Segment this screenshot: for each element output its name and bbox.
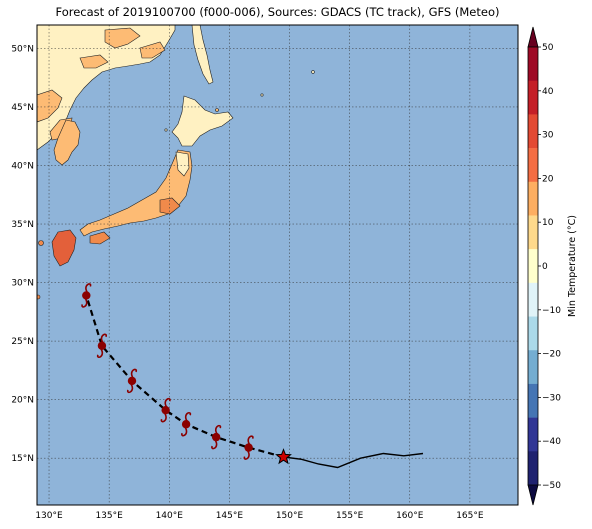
cyclone-symbol-icon <box>126 368 138 394</box>
land-hokkaido <box>171 95 234 147</box>
map-title: Forecast of 2019100700 (f000-006), Sourc… <box>55 5 500 19</box>
colorbar-tick-label: −40 <box>542 437 561 447</box>
colorbar-over-arrow <box>527 26 539 48</box>
y-tick-label: 40°N <box>11 161 34 171</box>
past-track-line <box>283 452 424 469</box>
colorbar-segment <box>528 215 538 250</box>
colorbar-segment <box>528 350 538 385</box>
colorbar-segment <box>528 80 538 115</box>
forecast-symbols <box>81 283 254 460</box>
land-kanto <box>159 197 181 215</box>
land-korea <box>53 119 81 166</box>
cyclone-symbol-icon <box>243 435 254 460</box>
x-tick-label: 140°E <box>156 511 184 521</box>
x-tick-label: 155°E <box>336 511 364 521</box>
y-tick-label: 45°N <box>11 103 34 113</box>
colorbar-segment <box>528 114 538 149</box>
forecast-track-line <box>85 295 284 459</box>
colorbar-under-arrow <box>527 484 539 506</box>
colorbar-segment <box>528 417 538 452</box>
colorbar-tick-label: 20 <box>542 174 554 184</box>
land-islet <box>311 70 315 74</box>
y-tick-label: 50°N <box>11 44 34 54</box>
x-tick-label: 150°E <box>276 511 304 521</box>
land-islet <box>38 240 44 246</box>
colorbar-segment <box>528 282 538 317</box>
colorbar-segment <box>528 181 538 216</box>
x-tick-label: 145°E <box>216 511 244 521</box>
colorbar-tick-label: 0 <box>542 262 548 272</box>
map-frame <box>36 24 519 506</box>
colorbar: 50 40 30 20 10 0 −10 −20 −30 −40 −50 <box>527 26 561 506</box>
current-position-star <box>275 448 292 465</box>
x-tick-label: 160°E <box>396 511 424 521</box>
colorbar-segment <box>528 451 538 486</box>
cyclone-symbol-icon <box>81 283 92 308</box>
colorbar-segment <box>528 47 538 81</box>
cyclone-symbol-icon <box>211 424 222 450</box>
x-tick-label: 130°E <box>35 511 63 521</box>
land-honshu-cool <box>175 151 190 177</box>
land-islet <box>164 128 168 132</box>
cyclone-symbol-icon <box>96 333 107 358</box>
y-tick-label: 30°N <box>11 279 34 289</box>
land-islet <box>260 93 264 97</box>
colorbar-tick-label: 50 <box>542 43 554 53</box>
land-sakhalin <box>191 25 214 85</box>
x-tick-label: 165°E <box>456 511 484 521</box>
colorbar-tick-label: 10 <box>542 218 554 228</box>
ocean <box>37 25 518 505</box>
colorbar-segment <box>528 383 538 418</box>
x-tick-label: 135°E <box>95 511 123 521</box>
land-islet <box>37 294 41 300</box>
y-tick-label: 25°N <box>11 337 34 347</box>
colorbar-tick-label: −30 <box>542 393 561 403</box>
colorbar-segment <box>528 148 538 183</box>
colorbar-tick-label: 30 <box>542 131 554 141</box>
colorbar-segment <box>528 316 538 351</box>
graticule <box>37 25 518 505</box>
colorbar-tick-label: −20 <box>542 350 561 360</box>
cyclone-symbol-icon <box>181 412 192 437</box>
y-tick-label: 15°N <box>11 454 34 464</box>
land-honshu <box>79 149 193 237</box>
cyclone-track <box>81 283 424 469</box>
land-shikoku <box>89 231 111 245</box>
land-kyushu <box>51 229 77 267</box>
y-tick-label: 20°N <box>11 396 34 406</box>
colorbar-tick-label: −10 <box>542 306 561 316</box>
colorbar-tick-label: 40 <box>542 87 554 97</box>
colorbar-label: Min Temperature (°C) <box>567 215 578 317</box>
colorbar-tick-label: −50 <box>542 481 561 491</box>
cyclone-symbol-icon <box>160 397 171 423</box>
y-tick-label: 35°N <box>11 220 34 230</box>
land-areas <box>37 25 315 300</box>
axis-ticks: 130°E 135°E 140°E 145°E 150°E 155°E 160°E 165°E… <box>11 44 484 521</box>
colorbar-segment <box>528 249 538 284</box>
land-islet <box>215 108 219 112</box>
